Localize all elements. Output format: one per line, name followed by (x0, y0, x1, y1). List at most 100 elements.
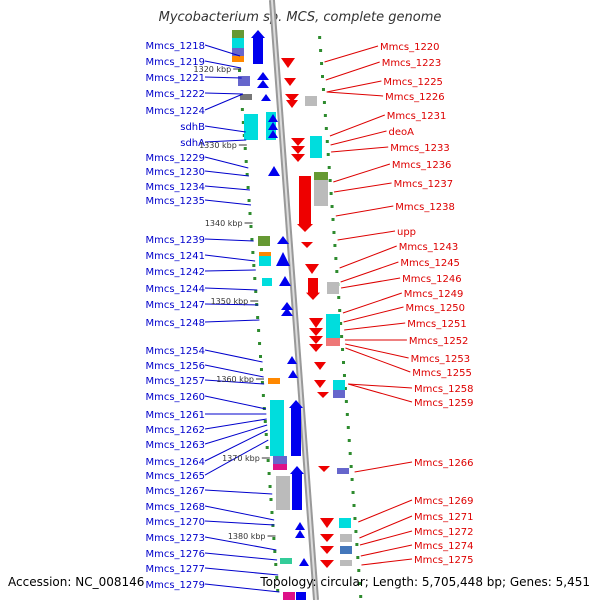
leader-line (360, 544, 413, 557)
reverse-gene-box (337, 468, 349, 474)
right-gene-label: Mmcs_1271 (414, 512, 474, 523)
leader-line (204, 424, 268, 445)
leader-line (204, 552, 278, 561)
leader-line (348, 383, 413, 403)
ring-dot (324, 127, 328, 130)
leader-line (204, 418, 267, 430)
leader-line (204, 92, 243, 95)
ring-dot (272, 537, 276, 540)
ring-dot (261, 394, 265, 397)
right-gene-label: deoA (389, 127, 415, 138)
ring-dot (250, 238, 254, 241)
left-gene-label: Mmcs_1218 (145, 41, 205, 52)
ring-dot (276, 589, 280, 592)
forward-gene-arrow (281, 308, 293, 316)
leader-line (361, 558, 413, 566)
forward-gene-box (273, 456, 287, 466)
leader-line (204, 125, 246, 133)
ring-dot (259, 368, 263, 371)
ring-dot (345, 413, 349, 416)
ring-dot (347, 439, 351, 442)
ring-dot (240, 108, 244, 111)
reverse-gene-box (314, 172, 328, 180)
ring-dot (275, 576, 279, 579)
reverse-gene-arrow (317, 392, 329, 398)
ring-dot (321, 88, 325, 91)
ring-dot (274, 563, 278, 566)
right-gene-label: Mmcs_1250 (406, 303, 466, 314)
ring-dot (351, 491, 355, 494)
leader-line (204, 520, 275, 526)
leader-line (339, 245, 397, 269)
forward-gene-arrow (276, 252, 290, 266)
leader-line (204, 364, 264, 378)
leader-line (348, 383, 413, 389)
reverse-gene-arrow (306, 278, 320, 300)
reverse-gene-arrow (309, 318, 323, 328)
leader-line (204, 185, 250, 191)
leader-line (204, 44, 241, 57)
forward-gene-box (232, 56, 244, 62)
right-gene-label: Mmcs_1266 (414, 458, 474, 469)
leader-line (345, 347, 411, 373)
ring-dot (322, 101, 326, 104)
leader-line (330, 130, 387, 146)
left-gene-label: Mmcs_1224 (145, 106, 205, 117)
leader-line (342, 292, 402, 314)
leader-line (358, 499, 413, 523)
right-gene-label: Mmcs_1237 (394, 179, 454, 190)
right-gene-label: Mmcs_1259 (414, 398, 474, 409)
ring-dot (348, 452, 352, 455)
forward-gene-box (258, 236, 270, 246)
map-title: Mycobacterium sp. MCS, complete genome (158, 10, 442, 25)
ring-dot (268, 485, 272, 488)
right-gene-label: Mmcs_1245 (400, 258, 460, 269)
leader-line (204, 439, 269, 476)
forward-gene-arrow (268, 130, 278, 138)
forward-gene-box (296, 592, 306, 600)
reverse-gene-arrow (320, 518, 334, 528)
reverse-gene-box (326, 314, 340, 338)
right-gene-label: Mmcs_1226 (385, 92, 445, 103)
reverse-gene-arrow (291, 146, 305, 154)
ring-dot (323, 114, 327, 117)
ring-dot (246, 186, 250, 189)
ring-dot (330, 205, 334, 208)
ring-dot (254, 290, 258, 293)
genome-backbone (268, 0, 319, 600)
leader-line (204, 567, 279, 576)
right-gene-label: Mmcs_1231 (387, 111, 447, 122)
ring-dot (269, 498, 273, 501)
forward-gene-box (240, 94, 252, 100)
leader-line (204, 429, 268, 462)
kbp-tick-label: 1350 kbp (211, 297, 249, 306)
left-gene-label: Mmcs_1219 (145, 57, 205, 68)
forward-gene-box (232, 48, 244, 56)
ring-dot (321, 75, 325, 78)
ring-dot (353, 517, 357, 520)
ring-dot (267, 472, 271, 475)
ring-dot (342, 361, 346, 364)
forward-gene-box (273, 464, 287, 470)
reverse-gene-box (340, 534, 352, 542)
forward-gene-arrow (277, 236, 289, 244)
leader-line (359, 515, 413, 539)
leader-line (204, 303, 259, 306)
kbp-tick-label: 1360 kbp (216, 375, 254, 384)
forward-gene-box (276, 476, 290, 510)
left-gene-label: Mmcs_1230 (145, 167, 205, 178)
reverse-gene-arrow (291, 138, 305, 146)
right-gene-label: Mmcs_1246 (402, 274, 462, 285)
reverse-gene-box (314, 172, 328, 206)
ring-dot (245, 173, 249, 176)
left-gene-label: Mmcs_1273 (145, 533, 205, 544)
ring-dot (357, 569, 361, 572)
forward-gene-box (283, 592, 295, 600)
reverse-gene-arrow (286, 100, 298, 108)
reverse-gene-box (340, 546, 352, 554)
right-gene-label: Mmcs_1249 (404, 289, 464, 300)
ring-dot (271, 524, 275, 527)
reverse-gene-arrow (320, 560, 334, 568)
ring-dot (257, 329, 261, 332)
